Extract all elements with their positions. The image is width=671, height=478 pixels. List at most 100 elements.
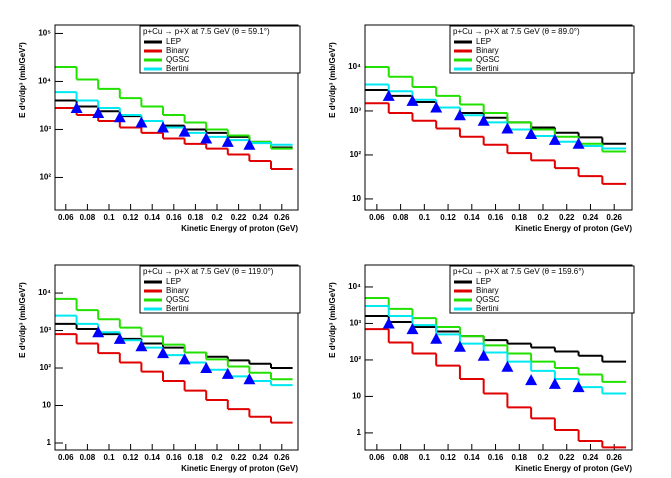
x-tick-label: 0.14 xyxy=(464,213,480,222)
data-point xyxy=(200,362,213,374)
x-tick-label: 0.16 xyxy=(166,453,182,462)
x-tick-label: 0.2 xyxy=(537,213,549,222)
x-tick-label: 0.08 xyxy=(393,453,409,462)
y-tick-label: 10⁴ xyxy=(348,282,361,291)
x-tick-label: 0.08 xyxy=(80,213,96,222)
legend-label: QGSC xyxy=(166,295,190,304)
y-tick-label: 10³ xyxy=(39,125,51,134)
legend-label: Binary xyxy=(166,286,189,295)
x-tick-label: 0.22 xyxy=(231,213,247,222)
data-point xyxy=(572,381,585,393)
data-point xyxy=(243,373,256,385)
y-tick-label: 10² xyxy=(349,150,361,159)
data-point xyxy=(501,360,514,372)
x-tick-label: 0.22 xyxy=(231,453,247,462)
panel: 0.06 0.08 0.1 0.12 0.14 0.16 0.18 0.2 0.22 0.24 0.… xyxy=(328,24,635,233)
data-point xyxy=(406,94,419,106)
x-tick-label: 0.14 xyxy=(464,453,480,462)
frame xyxy=(364,264,633,451)
plot-area xyxy=(365,65,627,185)
data-point xyxy=(382,317,395,329)
panel: 0.06 0.08 0.1 0.12 0.14 0.16 0.18 0.2 0.22 0.24 0.… xyxy=(18,24,301,233)
data-point xyxy=(477,114,490,126)
data-point xyxy=(430,332,443,344)
data-point xyxy=(178,125,191,137)
legend-title: p+Cu → p+X at 7.5 GeV (θ = 59.1°) xyxy=(143,27,270,36)
y-tick-label: 10³ xyxy=(349,106,361,115)
x-axis-label: Kinetic Energy of proton (GeV) xyxy=(181,224,298,233)
frame xyxy=(54,24,299,211)
y-axis-label: E d³σ/dp³ (mb/GeV²) xyxy=(328,42,337,118)
x-tick-label: 0.22 xyxy=(559,453,575,462)
y-tick-label: 10⁵ xyxy=(38,29,51,38)
data-point xyxy=(200,132,213,144)
legend-label: Bertini xyxy=(166,304,189,313)
legend-title: p+Cu → p+X at 7.5 GeV (θ = 159.6°) xyxy=(453,267,584,276)
plot-area xyxy=(365,296,627,449)
y-tick-label: 1 xyxy=(47,438,52,447)
x-tick-label: 0.18 xyxy=(511,453,527,462)
legend xyxy=(449,265,635,314)
legend xyxy=(139,25,301,74)
x-tick-label: 0.06 xyxy=(369,213,385,222)
x-tick-label: 0.26 xyxy=(274,453,290,462)
x-tick-label: 0.2 xyxy=(211,213,223,222)
data-point xyxy=(406,323,419,335)
data-point xyxy=(501,122,514,134)
x-tick-label: 0.16 xyxy=(488,453,504,462)
x-tick-label: 0.1 xyxy=(419,453,431,462)
data-point xyxy=(572,137,585,149)
y-axis-label: E d³σ/dp³ (mb/GeV²) xyxy=(18,282,27,358)
y-tick-label: 10³ xyxy=(349,319,361,328)
y-tick-label: 10² xyxy=(349,355,361,364)
x-tick-label: 0.14 xyxy=(144,453,160,462)
y-tick-label: 10 xyxy=(352,194,361,203)
data-point xyxy=(113,332,126,344)
x-tick-label: 0.1 xyxy=(419,213,431,222)
y-tick-label: 10⁴ xyxy=(38,77,51,86)
plot-area xyxy=(55,297,293,424)
legend xyxy=(139,265,301,314)
data-point xyxy=(113,111,126,123)
x-tick-label: 0.2 xyxy=(537,453,549,462)
x-tick-label: 0.24 xyxy=(252,213,268,222)
y-tick-label: 10 xyxy=(42,401,51,410)
legend-label: QGSC xyxy=(476,55,500,64)
legend-title: p+Cu → p+X at 7.5 GeV (θ = 89.0°) xyxy=(453,27,580,36)
legend-label: Binary xyxy=(476,46,499,55)
legend-label: Binary xyxy=(476,286,499,295)
y-tick-label: 10² xyxy=(39,363,51,372)
x-tick-label: 0.1 xyxy=(103,453,115,462)
x-tick-label: 0.08 xyxy=(393,213,409,222)
x-tick-label: 0.22 xyxy=(559,213,575,222)
data-point xyxy=(525,374,538,386)
x-tick-label: 0.12 xyxy=(123,213,139,222)
data-point xyxy=(157,121,169,133)
data-point xyxy=(178,353,191,365)
x-tick-label: 0.12 xyxy=(440,453,456,462)
x-axis-label: Kinetic Energy of proton (GeV) xyxy=(181,464,298,473)
panel: 0.06 0.08 0.1 0.12 0.14 0.16 0.18 0.2 0.22 0.24 0.… xyxy=(18,264,301,473)
data-point xyxy=(135,116,148,128)
x-tick-label: 0.14 xyxy=(144,213,160,222)
legend-label: LEP xyxy=(476,37,491,46)
y-tick-label: 10² xyxy=(39,173,51,182)
legend-label: Binary xyxy=(166,46,189,55)
x-tick-label: 0.18 xyxy=(188,453,204,462)
panel: 0.06 0.08 0.1 0.12 0.14 0.16 0.18 0.2 0.22 0.24 0.… xyxy=(328,264,635,473)
legend-label: LEP xyxy=(166,37,181,46)
plot-area xyxy=(55,66,293,171)
x-tick-label: 0.2 xyxy=(211,453,223,462)
data-point xyxy=(221,135,234,147)
data-point xyxy=(548,133,561,145)
x-tick-label: 0.26 xyxy=(606,213,622,222)
data-point xyxy=(243,138,256,150)
legend-label: Bertini xyxy=(476,64,499,73)
legend-label: Bertini xyxy=(476,304,499,313)
y-tick-label: 10⁴ xyxy=(348,62,361,71)
x-tick-label: 0.16 xyxy=(166,213,182,222)
data-point xyxy=(135,340,148,352)
data-point xyxy=(157,347,169,359)
x-tick-label: 0.08 xyxy=(80,453,96,462)
